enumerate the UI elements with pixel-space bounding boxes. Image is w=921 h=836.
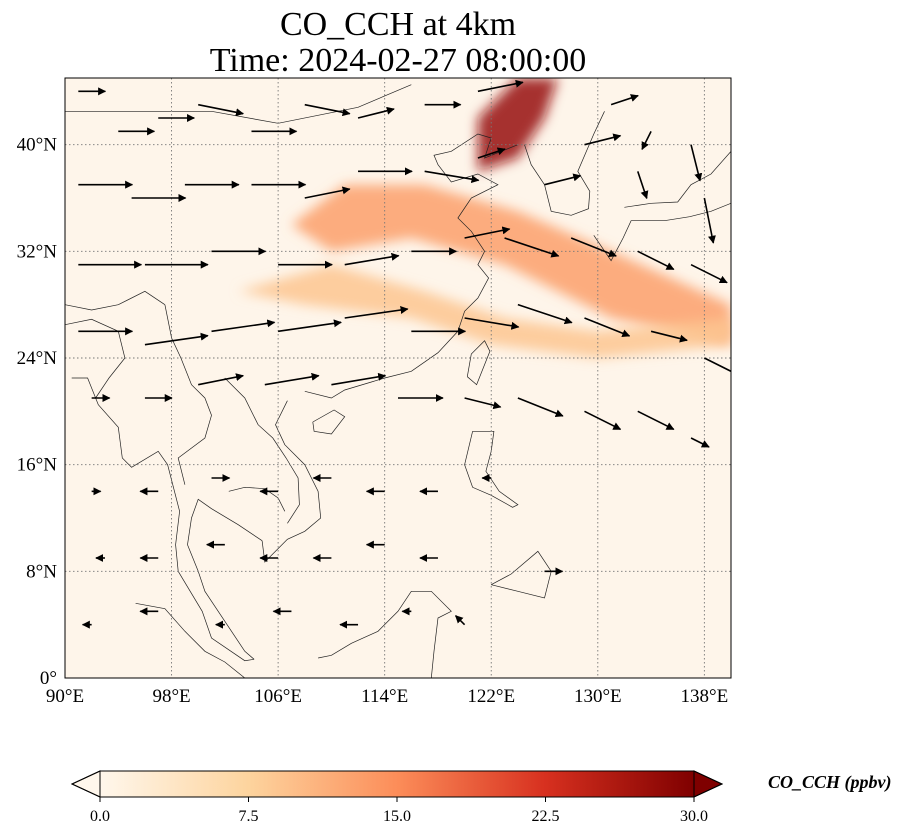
- wind-arrow: [477, 79, 524, 93]
- wind-arrow: [455, 615, 466, 626]
- lon-tick-label: 98°E: [152, 686, 190, 707]
- lon-tick-label: 90°E: [46, 686, 84, 707]
- korea-line: [524, 111, 605, 216]
- wind-arrow: [344, 306, 409, 319]
- lon-tick-label: 106°E: [254, 686, 302, 707]
- vietnam-laos-border-line: [224, 377, 300, 524]
- wind-arrow: [464, 317, 520, 330]
- wind-arrow: [584, 410, 622, 431]
- wind-vector-layer: [78, 79, 731, 629]
- wind-arrow: [278, 319, 342, 333]
- lon-tick-label: 138°E: [681, 686, 729, 707]
- wind-arrow: [650, 330, 688, 343]
- colorbar-tick-label: 0.0: [90, 808, 110, 825]
- wind-arrow: [690, 437, 710, 448]
- wind-arrow: [424, 170, 480, 184]
- wind-arrow: [690, 263, 728, 284]
- wind-arrow: [584, 133, 622, 146]
- wind-arrow: [641, 130, 652, 151]
- wind-arrow: [344, 252, 400, 266]
- wind-arrow: [464, 397, 502, 410]
- coastline-layer: [65, 84, 731, 678]
- colorbar-gradient: [100, 771, 694, 797]
- wind-arrow: [477, 147, 506, 159]
- malay-south-line: [177, 571, 255, 662]
- lat-tick-label: 16°N: [17, 455, 58, 476]
- map-title: CO_CCH at 4km: [279, 6, 517, 43]
- wind-arrow: [357, 106, 395, 119]
- wind-arrow: [504, 237, 560, 258]
- lat-tick-label: 8°N: [26, 561, 57, 582]
- wind-arrow: [211, 319, 276, 333]
- china-inland-border-line: [65, 290, 166, 311]
- longitude-labels: 90°E 98°E 106°E 114°E 122°E 130°E 138°E: [46, 686, 728, 707]
- wind-arrow: [690, 144, 703, 182]
- wind-arrow: [637, 171, 649, 200]
- central-band: [291, 184, 731, 345]
- hainan-line: [312, 409, 346, 435]
- taiwan-line: [466, 340, 491, 386]
- wind-arrow: [704, 357, 731, 373]
- wind-arrow: [517, 397, 564, 418]
- colorbar-extend-high: [693, 770, 724, 798]
- china-coast-line: [304, 133, 519, 399]
- wind-arrow: [544, 173, 582, 186]
- map-subtitle-time: Time: 2024-02-27 08:00:00: [209, 42, 587, 79]
- wind-arrow: [198, 373, 244, 386]
- wind-arrow: [144, 332, 209, 346]
- wind-arrow: [703, 197, 716, 244]
- lon-tick-label: 130°E: [574, 686, 622, 707]
- map-frame: [64, 77, 732, 679]
- borneo-line: [318, 590, 452, 678]
- india-border-line: [65, 318, 126, 399]
- wind-arrow: [304, 186, 351, 199]
- wind-arrow: [610, 94, 639, 106]
- co-concentration-layer: [238, 78, 731, 358]
- sumatra-line: [135, 602, 246, 678]
- colorbar-tick-label: 7.5: [239, 808, 259, 825]
- vietnam-coast-line: [261, 400, 322, 563]
- lat-tick-label: 0°: [40, 668, 57, 689]
- lat-tick-label: 24°N: [17, 348, 58, 369]
- wind-arrow: [304, 103, 351, 117]
- lon-tick-label: 122°E: [467, 686, 515, 707]
- mongolia-border-line: [65, 84, 412, 124]
- malay-west-line: [71, 377, 180, 572]
- luzon-line: [464, 430, 519, 508]
- gulf-thailand-line: [187, 498, 263, 660]
- wind-arrow: [637, 250, 675, 271]
- map-background: [65, 78, 731, 678]
- japan-north-line: [624, 151, 731, 208]
- colorbar-label: CO_CCH (ppbv): [768, 772, 892, 793]
- colorbar: 0.0 7.5 15.0 22.5 30.0 CO_CCH (ppbv): [70, 770, 892, 825]
- colorbar-tick-label: 30.0: [680, 808, 708, 825]
- lat-tick-label: 32°N: [17, 241, 58, 262]
- wind-arrow: [331, 372, 387, 386]
- colorbar-tick-label: 22.5: [532, 808, 560, 825]
- southern-band: [238, 264, 731, 358]
- wind-arrow: [637, 410, 675, 431]
- lat-tick-label: 40°N: [17, 135, 58, 156]
- wind-arrow: [584, 317, 631, 338]
- wind-arrow: [464, 226, 511, 239]
- colorbar-extend-low: [70, 770, 101, 798]
- colorbar-tick-label: 15.0: [383, 808, 411, 825]
- wind-arrow: [517, 303, 573, 325]
- wind-arrow: [264, 372, 320, 386]
- wind-arrow: [570, 237, 617, 258]
- latitude-labels: 0° 8°N 16°N 24°N 32°N 40°N: [17, 135, 58, 689]
- myanmar-border-line: [164, 304, 212, 485]
- colorbar-ticks: 0.0 7.5 15.0 22.5 30.0: [90, 797, 708, 825]
- wind-arrow: [198, 103, 244, 117]
- lon-tick-label: 114°E: [361, 686, 408, 707]
